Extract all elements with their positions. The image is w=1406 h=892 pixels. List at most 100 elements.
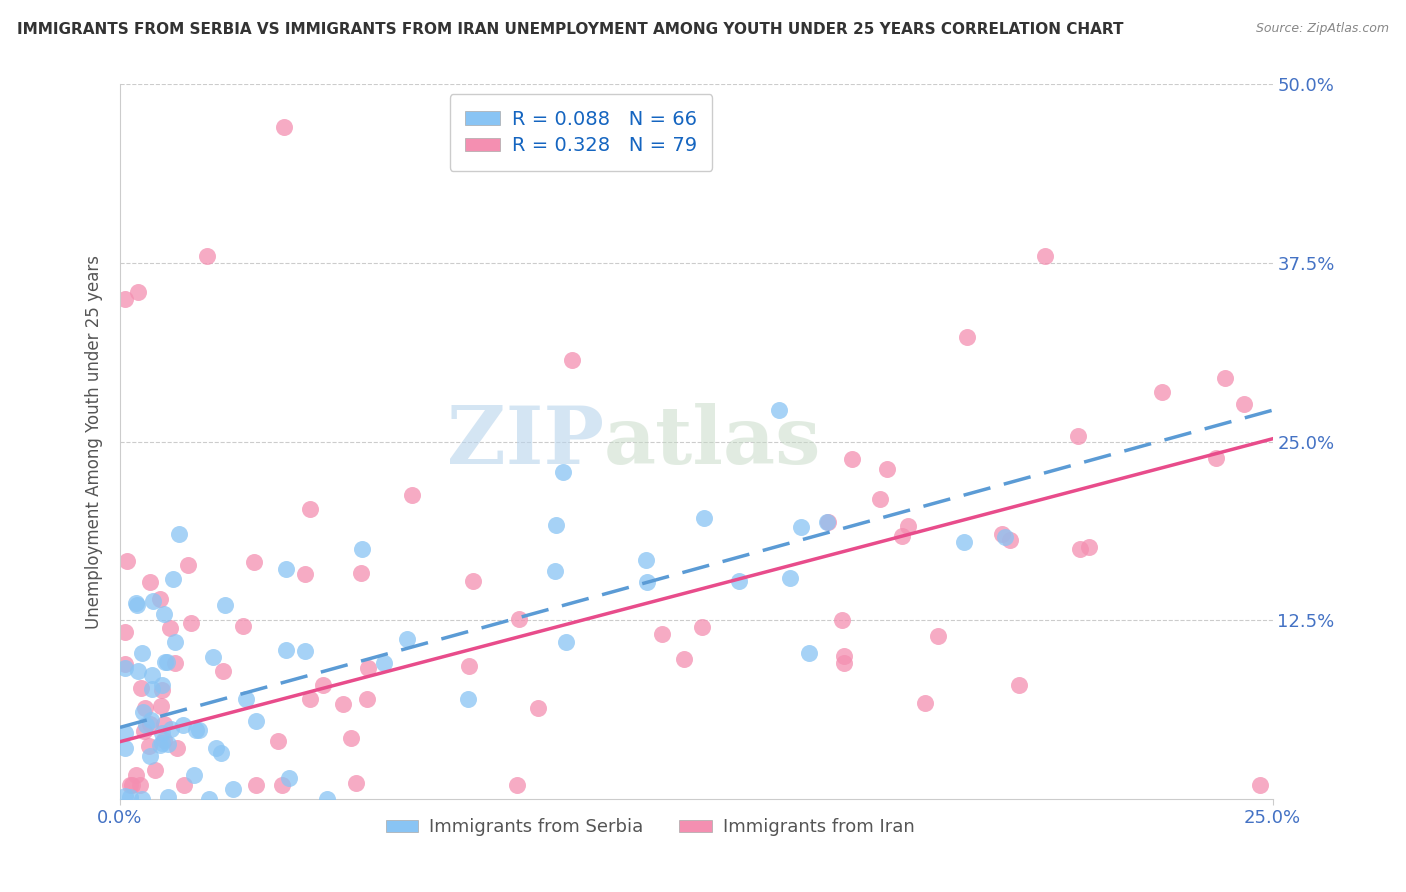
Point — [235, 692, 257, 706]
Point — [276, 562, 298, 576]
Point — [356, 691, 378, 706]
Point — [129, 681, 152, 696]
Point — [221, 782, 243, 797]
Point — [186, 723, 208, 737]
Point — [139, 574, 162, 589]
Point — [127, 664, 149, 678]
Point — [506, 778, 529, 792]
Point — [160, 722, 183, 736]
Point — [271, 778, 294, 792]
Point — [120, 778, 142, 792]
Point — [357, 660, 380, 674]
Point — [274, 642, 297, 657]
Point — [149, 739, 172, 753]
Point — [994, 530, 1017, 544]
Point — [131, 646, 153, 660]
Point — [693, 511, 716, 525]
Point — [166, 741, 188, 756]
Point — [163, 635, 186, 649]
Point — [457, 691, 479, 706]
Point — [153, 717, 176, 731]
Point — [463, 574, 485, 589]
Point — [1078, 540, 1101, 554]
Point — [172, 718, 194, 732]
Point — [114, 661, 136, 675]
Point — [869, 492, 891, 507]
Point — [1069, 542, 1091, 557]
Point — [243, 555, 266, 569]
Point — [150, 698, 173, 713]
Point — [832, 656, 855, 670]
Point — [205, 740, 228, 755]
Point — [177, 558, 200, 573]
Point — [121, 778, 143, 792]
Point — [159, 621, 181, 635]
Point — [125, 768, 148, 782]
Point — [636, 574, 658, 589]
Point — [180, 615, 202, 630]
Point — [187, 723, 209, 737]
Point — [561, 352, 583, 367]
Point — [131, 792, 153, 806]
Point — [266, 734, 288, 748]
Point — [1233, 397, 1256, 411]
Point — [153, 655, 176, 669]
Point — [1249, 778, 1271, 792]
Point — [817, 515, 839, 529]
Point — [1067, 429, 1090, 443]
Point — [212, 665, 235, 679]
Point — [156, 655, 179, 669]
Point — [277, 772, 299, 786]
Legend: Immigrants from Serbia, Immigrants from Iran: Immigrants from Serbia, Immigrants from … — [378, 811, 922, 844]
Point — [127, 285, 149, 299]
Point — [508, 612, 530, 626]
Text: IMMIGRANTS FROM SERBIA VS IMMIGRANTS FROM IRAN UNEMPLOYMENT AMONG YOUTH UNDER 25: IMMIGRANTS FROM SERBIA VS IMMIGRANTS FRO… — [17, 22, 1123, 37]
Point — [672, 652, 695, 666]
Point — [544, 564, 567, 578]
Point — [139, 717, 162, 731]
Point — [953, 534, 976, 549]
Point — [125, 596, 148, 610]
Point — [316, 792, 339, 806]
Y-axis label: Unemployment Among Youth under 25 years: Unemployment Among Youth under 25 years — [86, 254, 103, 629]
Point — [150, 725, 173, 739]
Point — [125, 598, 148, 612]
Point — [779, 571, 801, 585]
Point — [927, 629, 949, 643]
Text: atlas: atlas — [605, 402, 821, 481]
Point — [114, 624, 136, 639]
Point — [636, 553, 658, 567]
Point — [350, 542, 373, 557]
Point — [841, 452, 863, 467]
Point — [956, 330, 979, 344]
Point — [143, 763, 166, 777]
Point — [332, 697, 354, 711]
Point — [914, 696, 936, 710]
Point — [209, 746, 232, 760]
Point — [294, 644, 316, 658]
Point — [991, 527, 1014, 541]
Point — [153, 732, 176, 747]
Point — [527, 701, 550, 715]
Point — [396, 632, 419, 646]
Point — [401, 488, 423, 502]
Point — [815, 515, 838, 529]
Point — [232, 619, 254, 633]
Text: Source: ZipAtlas.com: Source: ZipAtlas.com — [1256, 22, 1389, 36]
Point — [142, 593, 165, 607]
Point — [128, 778, 150, 792]
Point — [1033, 250, 1056, 264]
Point — [727, 574, 749, 589]
Point — [214, 598, 236, 612]
Point — [152, 683, 174, 698]
Point — [173, 778, 195, 792]
Point — [183, 768, 205, 782]
Point — [546, 518, 568, 533]
Point — [152, 607, 174, 621]
Point — [132, 706, 155, 720]
Point — [1150, 385, 1173, 400]
Point — [141, 668, 163, 682]
Point — [157, 738, 180, 752]
Point — [555, 634, 578, 648]
Point — [350, 566, 373, 581]
